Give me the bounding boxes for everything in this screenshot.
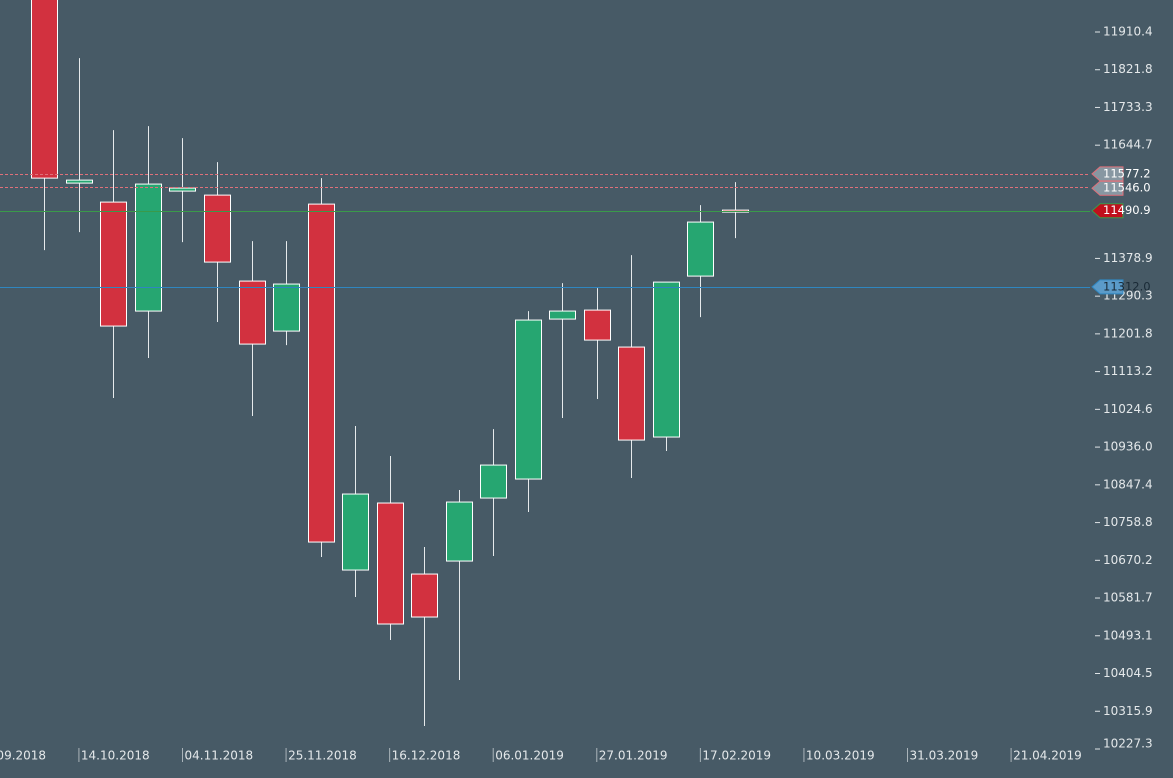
candle-body — [342, 493, 369, 571]
x-tick-label: 10.03.2019 — [806, 749, 875, 763]
price-label-box — [1091, 279, 1124, 295]
candle-body — [204, 194, 231, 263]
y-tick-label: 10670.2 — [1103, 553, 1153, 567]
candle-body — [239, 280, 266, 345]
candle-body — [618, 346, 645, 441]
candle-body — [446, 501, 473, 562]
price-label: 11312.0 — [1103, 279, 1151, 293]
y-tick-label: 11024.6 — [1103, 402, 1153, 416]
plot-area — [31, 0, 749, 726]
candle-body — [480, 464, 507, 499]
y-tick-label: 10758.8 — [1103, 515, 1153, 529]
x-tick-label: 21.04.2019 — [1013, 749, 1082, 763]
candle-body — [584, 309, 611, 341]
price-label: 11546.0 — [1103, 181, 1151, 195]
y-tick-label: 11910.4 — [1103, 24, 1153, 38]
y-tick-label: 11644.7 — [1103, 138, 1153, 152]
price-label-box — [1091, 203, 1124, 219]
y-tick-label: 10581.7 — [1103, 591, 1153, 605]
candle-body — [135, 183, 162, 312]
x-tick-label: 17.02.2019 — [702, 749, 771, 763]
candle-body — [273, 283, 300, 332]
y-tick-label: 10315.9 — [1103, 704, 1153, 718]
y-tick-label: 11201.8 — [1103, 326, 1153, 340]
x-tick-label: 23.09.2018 — [0, 749, 46, 763]
y-tick-label: 10936.0 — [1103, 440, 1153, 454]
y-tick-label: 10404.5 — [1103, 666, 1153, 680]
candle-body — [66, 179, 93, 184]
x-tick-label: 06.01.2019 — [495, 749, 564, 763]
y-tick-label: 11378.9 — [1103, 251, 1153, 265]
candle-body — [377, 502, 404, 625]
candle-body — [411, 573, 438, 618]
price-label-box — [1091, 166, 1124, 182]
x-tick-label: 16.12.2018 — [392, 749, 461, 763]
candle-body — [549, 310, 576, 320]
y-tick-label: 11821.8 — [1103, 62, 1153, 76]
x-tick-label: 31.03.2019 — [910, 749, 979, 763]
candle-body — [31, 0, 58, 179]
candle-body — [653, 281, 680, 438]
x-tick-label: 14.10.2018 — [81, 749, 150, 763]
x-tick-label: 27.01.2019 — [599, 749, 668, 763]
x-tick-label: 25.11.2018 — [288, 749, 357, 763]
x-tick-label: 04.11.2018 — [184, 749, 253, 763]
y-tick-label: 10227.3 — [1103, 737, 1153, 751]
price-label: 11490.9 — [1103, 203, 1151, 217]
y-tick-label: 10847.4 — [1103, 477, 1153, 491]
price-label: 11577.2 — [1103, 166, 1151, 180]
candle-body — [308, 203, 335, 543]
candle-body — [515, 319, 542, 480]
y-tick-label: 10493.1 — [1103, 628, 1153, 642]
candle-body — [100, 201, 127, 327]
price-label-box — [1091, 180, 1124, 196]
candle-body — [169, 187, 196, 192]
y-tick-label: 11733.3 — [1103, 100, 1153, 114]
candle-body — [687, 221, 714, 277]
y-tick-label: 11113.2 — [1103, 364, 1153, 378]
